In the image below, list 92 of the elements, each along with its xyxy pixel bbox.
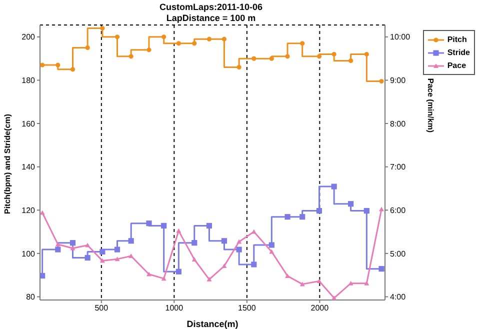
point	[114, 246, 120, 252]
point	[161, 276, 166, 281]
point	[300, 41, 305, 46]
point	[161, 222, 167, 229]
point	[285, 54, 290, 59]
y-tick-label: 200	[22, 32, 36, 42]
x-tick-label: 2000	[310, 304, 330, 313]
point	[40, 272, 46, 279]
point	[268, 242, 274, 248]
point	[40, 62, 45, 68]
point	[55, 246, 61, 252]
point	[70, 67, 76, 72]
y2-tick-label: 9:00	[390, 76, 406, 86]
point	[100, 248, 106, 255]
y-tick-label: 120	[22, 206, 36, 215]
x-axis-title: Distance(m)	[186, 319, 238, 329]
legend-label: Pace	[447, 60, 466, 72]
point	[251, 262, 257, 268]
point	[331, 184, 337, 190]
point	[364, 280, 370, 286]
y2-axis-title: Pace (min/km)	[426, 78, 436, 133]
point	[222, 264, 227, 268]
point	[84, 254, 90, 261]
point	[176, 268, 182, 274]
y2-tick-label: 10:00	[390, 32, 411, 42]
point	[236, 246, 242, 252]
point	[192, 240, 198, 246]
point	[206, 36, 212, 42]
y-tick-label: 140	[22, 162, 36, 172]
point	[364, 52, 369, 57]
point	[162, 34, 166, 40]
point	[85, 45, 90, 50]
x-tick-label: 1000	[165, 304, 184, 313]
point	[222, 36, 227, 42]
x-tick-label: 500	[94, 304, 109, 313]
point	[146, 272, 152, 276]
point	[348, 280, 354, 286]
point	[221, 238, 228, 244]
point	[348, 58, 354, 64]
x-tick-label: 1500	[238, 304, 256, 313]
y-tick-label: 80	[26, 292, 36, 302]
point	[192, 257, 197, 262]
point	[100, 26, 105, 31]
point	[128, 238, 134, 244]
point	[378, 266, 384, 272]
point	[316, 278, 322, 284]
y-axis-title: Pitch(bpm) and Stride(cm)	[3, 114, 12, 214]
point	[128, 254, 134, 258]
point	[70, 240, 76, 246]
y2-tick-label: 5:00	[390, 249, 406, 258]
point	[379, 79, 384, 84]
point	[40, 210, 45, 215]
legend-label: Pitch	[447, 34, 467, 46]
point	[332, 296, 337, 300]
point	[284, 214, 290, 220]
point	[114, 34, 120, 40]
y2-tick-label: 8:00	[390, 119, 406, 128]
y2-tick-label: 6:00	[390, 206, 406, 215]
point	[364, 208, 370, 214]
point	[316, 54, 322, 59]
point	[146, 220, 152, 226]
y2-tick-label: 7:00	[390, 162, 406, 172]
point	[146, 48, 152, 52]
point	[300, 214, 306, 220]
point	[55, 242, 60, 246]
point	[236, 64, 242, 70]
point	[252, 56, 256, 61]
y-tick-label: 180	[22, 76, 36, 86]
point	[332, 52, 336, 57]
point	[236, 239, 242, 244]
y-tick-label: 160	[22, 119, 36, 128]
point	[316, 208, 322, 214]
point	[348, 201, 354, 207]
y2-tick-label: 4:00	[390, 292, 406, 302]
y-tick-label: 100	[22, 249, 36, 258]
point	[206, 276, 212, 282]
point	[100, 258, 105, 263]
point	[114, 256, 120, 262]
point	[206, 222, 212, 229]
point	[379, 206, 384, 212]
point	[269, 56, 274, 61]
chart-title: CustomLaps:2011-10-06	[158, 2, 264, 13]
legend-label: Stride	[447, 47, 470, 59]
point	[269, 249, 274, 254]
point	[176, 228, 182, 233]
chart-subtitle: LapDistance = 100 m	[165, 13, 257, 24]
point	[85, 242, 90, 248]
point	[176, 41, 181, 46]
point	[192, 41, 197, 46]
point	[300, 282, 305, 286]
point	[128, 54, 134, 59]
point	[56, 62, 60, 68]
